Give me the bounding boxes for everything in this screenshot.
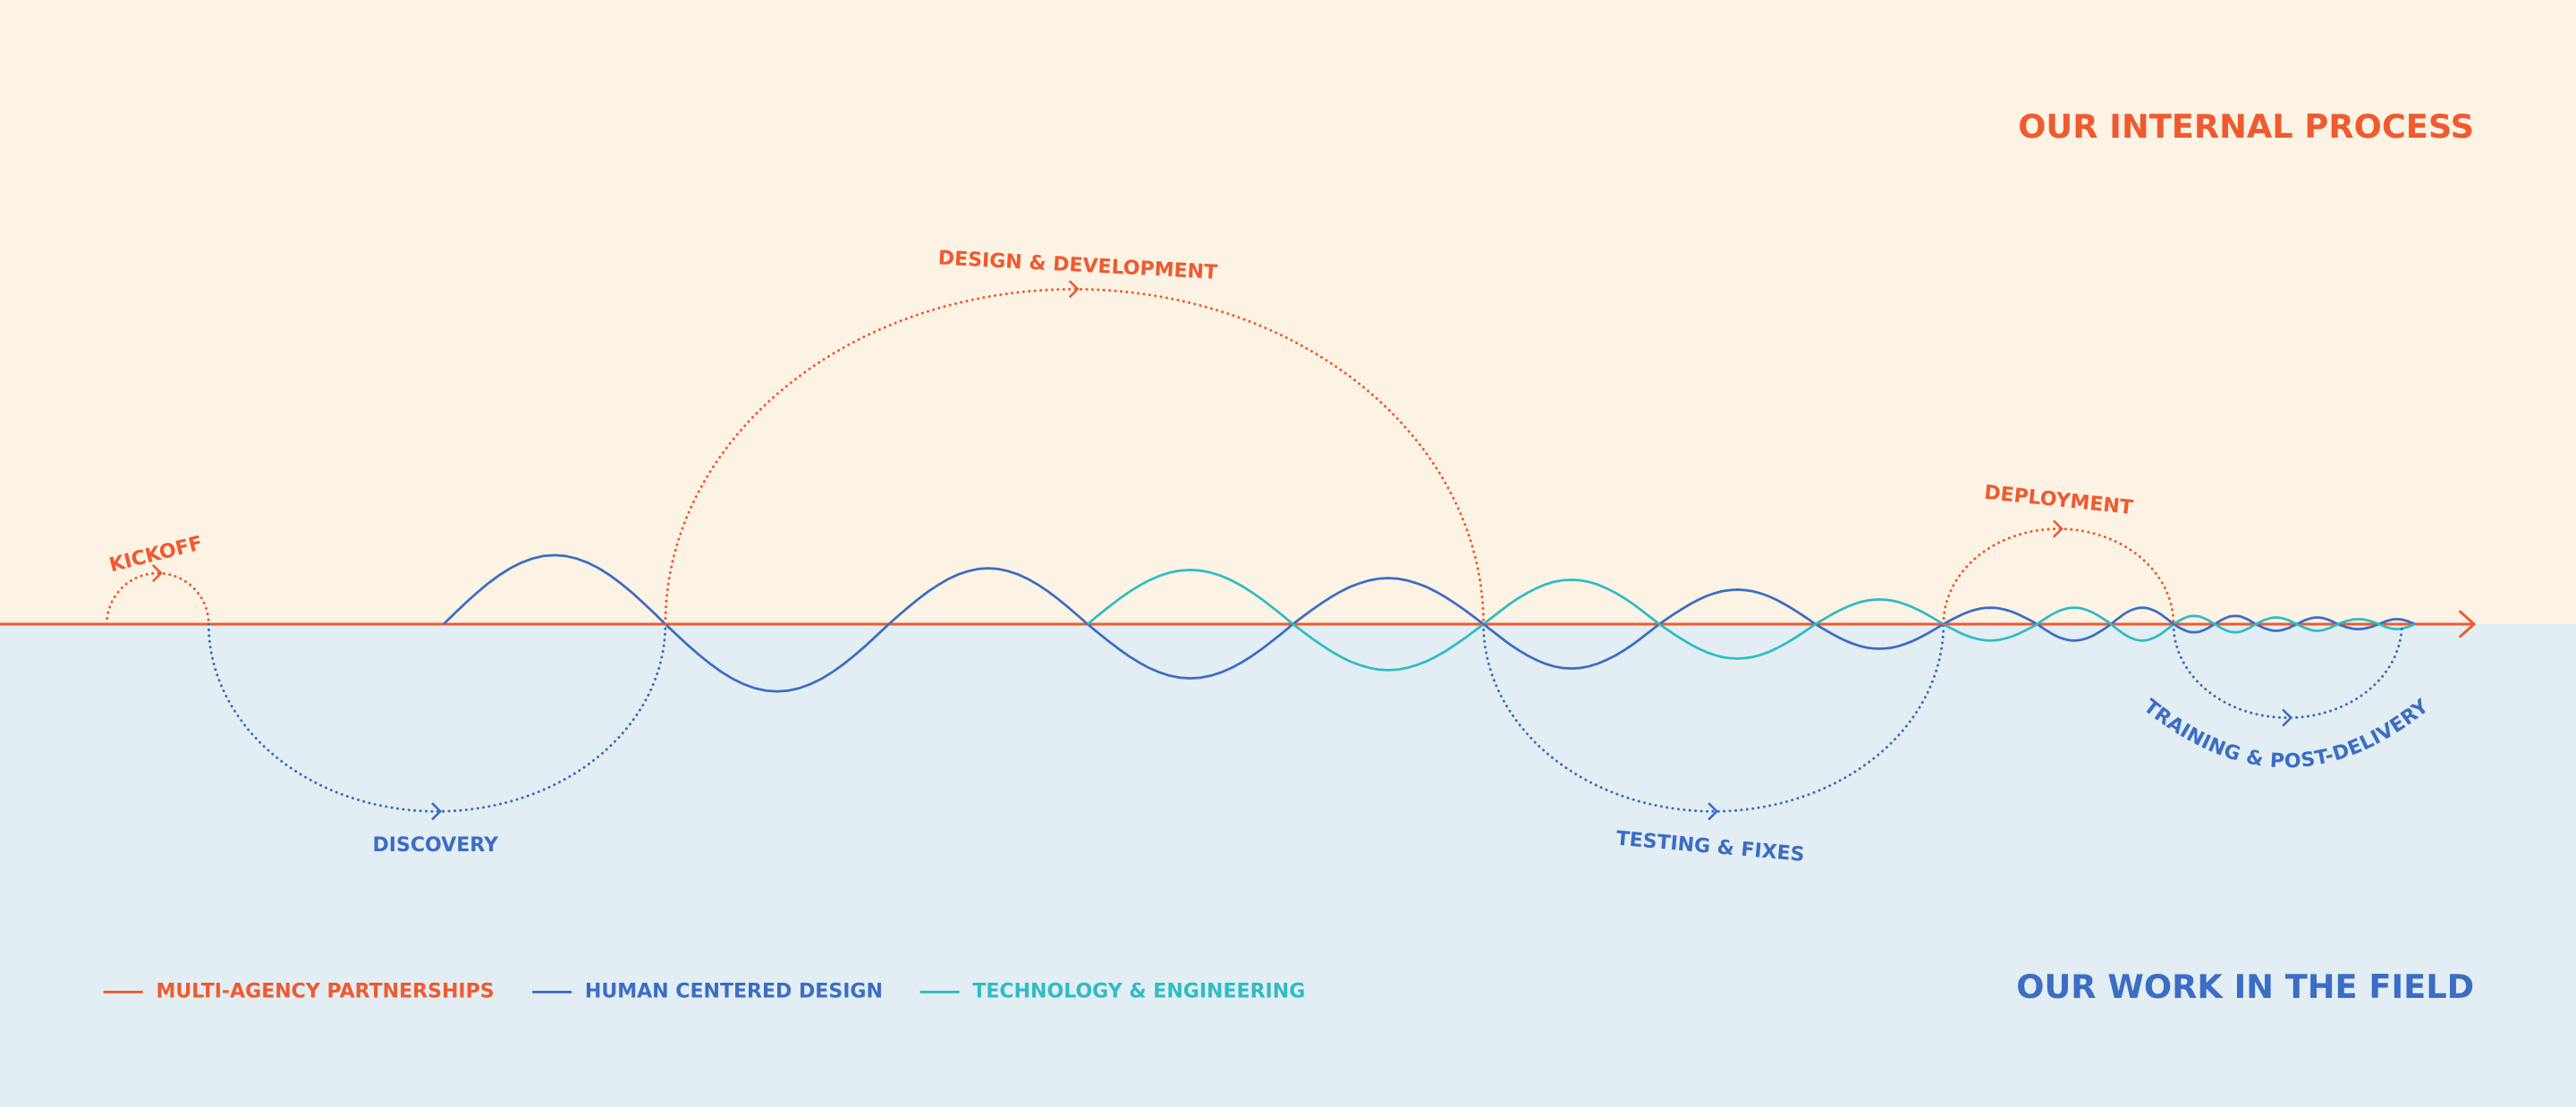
phase-arc — [1942, 528, 2175, 626]
tech-wave — [1087, 568, 2416, 672]
phase-label: DISCOVERY — [372, 834, 499, 857]
timeline-arrow — [2458, 610, 2477, 638]
phase-arrow — [2282, 708, 2293, 727]
phase-arc — [1482, 622, 1945, 813]
phase-arrow — [1068, 280, 1080, 299]
phase-arrow — [431, 802, 443, 821]
phase-arrow — [2053, 520, 2063, 538]
phase-arc — [664, 287, 1486, 626]
legend-label: HUMAN CENTERED DESIGN — [585, 980, 883, 1002]
internal-title: OUR INTERNAL PROCESS — [2018, 107, 2474, 146]
hcd-wave — [442, 554, 2416, 693]
phase-arrow — [151, 563, 163, 583]
field-background — [0, 623, 2576, 1107]
legend-label: MULTI-AGENCY PARTNERSHIPS — [156, 980, 494, 1002]
phase-arc — [207, 622, 667, 813]
field-title: OUR WORK IN THE FIELD — [2016, 968, 2474, 1006]
phase-arrow — [1707, 802, 1719, 821]
legend-label: TECHNOLOGY & ENGINEERING — [972, 980, 1305, 1002]
phase-arc — [2172, 622, 2403, 720]
phase-arc — [105, 571, 210, 626]
internal-background — [0, 0, 2576, 624]
